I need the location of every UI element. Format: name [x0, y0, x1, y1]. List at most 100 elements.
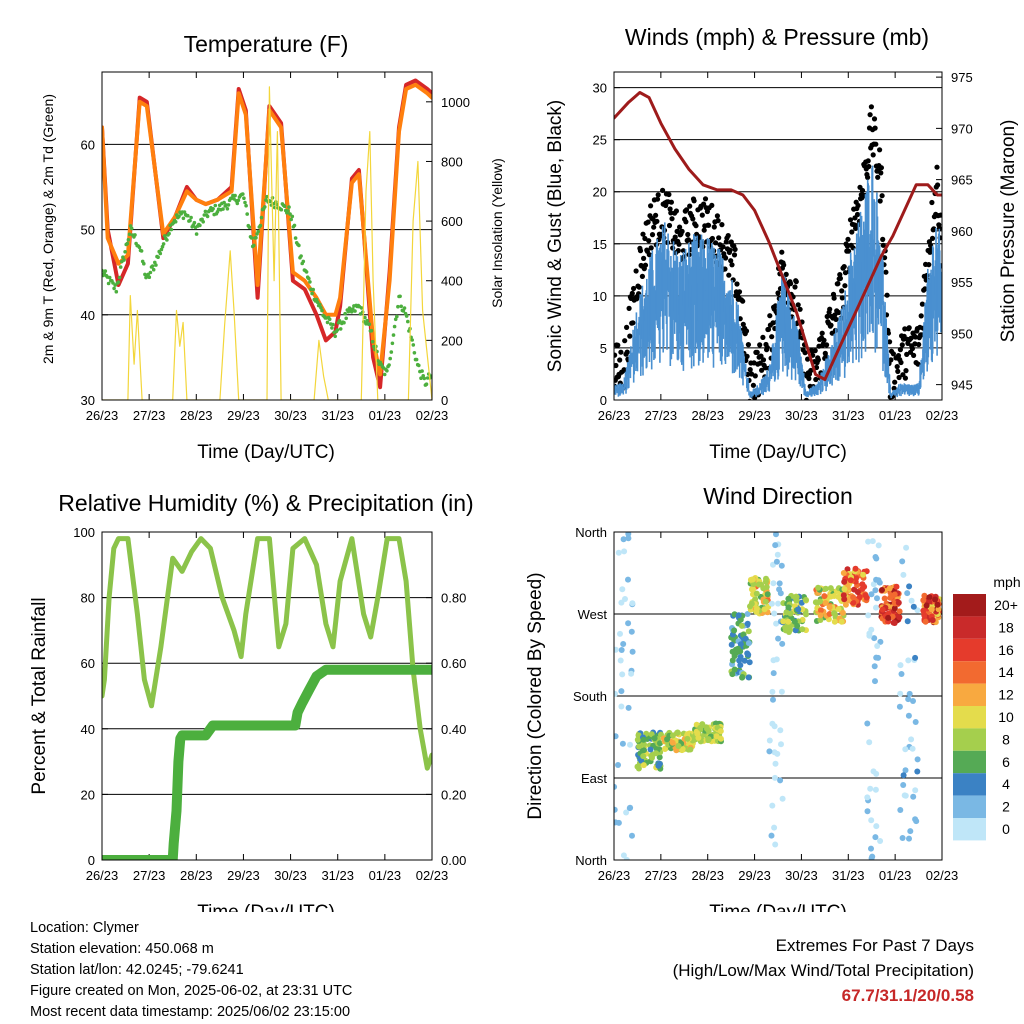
temperature-y2-label: Solar Insolation (Yellow) [489, 158, 505, 308]
gust-point [877, 147, 883, 153]
direction-point [773, 558, 780, 565]
direction-point [853, 575, 860, 582]
9m-t-line [102, 82, 432, 377]
gust-point [720, 244, 726, 250]
direction-point [935, 606, 942, 613]
direction-point [868, 845, 874, 852]
direction-point [619, 671, 626, 678]
gust-point [802, 350, 808, 356]
temperature-title: Temperature (F) [184, 31, 349, 57]
direction-point [774, 551, 781, 558]
direction-point [744, 620, 751, 627]
direction-point [664, 736, 671, 743]
gust-point [868, 104, 875, 110]
2m-td-point [346, 309, 351, 314]
2m-td-point [389, 350, 394, 354]
direction-point [778, 741, 784, 748]
gust-point [853, 225, 859, 231]
2m-td-point [335, 328, 340, 332]
direction-point [831, 593, 838, 599]
direction-point [794, 622, 801, 629]
2m-td-point [399, 304, 404, 309]
x-tick-label: 29/23 [738, 408, 771, 423]
gust-point [736, 289, 743, 295]
direction-point [838, 618, 845, 625]
direction-point [729, 671, 736, 678]
recent-data-text: Most recent data timestamp: 2025/06/02 2… [30, 1004, 351, 1020]
direction-point [770, 580, 777, 587]
direction-point [859, 585, 866, 592]
direction-point [771, 749, 778, 756]
y-tick-label: 80 [81, 591, 95, 606]
y2-tick-label: 600 [441, 214, 463, 229]
gust-point [872, 125, 878, 131]
direction-point [629, 600, 636, 607]
winds-y-label: Sonic Wind & Gust (Blue, Black) [545, 100, 566, 372]
extremes-values: 67.7/31.1/20/0.58 [841, 986, 974, 1005]
direction-point [614, 690, 618, 697]
direction-point [785, 595, 792, 602]
2m-td-point [315, 300, 320, 305]
direction-point [922, 618, 929, 625]
direction-point [640, 736, 647, 743]
2m-td-point [388, 356, 393, 361]
gust-point [723, 255, 729, 261]
direction-point [802, 596, 809, 603]
2m-td-point [211, 207, 215, 211]
gust-point [847, 217, 854, 223]
gust-point [769, 334, 775, 340]
direction-point [904, 618, 911, 625]
direction-point [770, 657, 777, 664]
gust-point [673, 208, 680, 214]
direction-point [620, 536, 627, 543]
direction-point [785, 618, 792, 625]
humidity-plot: 0 20 40 60 80 100 0.00 0.20 0.40 0.60 0.80 26/23 27/… [73, 525, 466, 883]
gust-point [832, 312, 838, 318]
gust-point [803, 397, 809, 400]
gust-point [726, 272, 732, 278]
direction-point [881, 595, 888, 602]
direction-point [912, 816, 919, 823]
direction-point [640, 753, 647, 760]
direction-y-label: Direction (Colored By Speed) [525, 572, 546, 819]
2m-td-point [125, 241, 130, 246]
direction-point [638, 757, 645, 764]
gust-point [806, 375, 812, 382]
legend-label: 18 [998, 619, 1014, 635]
direction-point [750, 586, 757, 593]
2m-td-point [147, 275, 152, 280]
direction-point [628, 670, 635, 677]
gust-point [651, 224, 657, 230]
gust-point [916, 341, 922, 348]
gust-point [683, 207, 690, 213]
gust-point [833, 316, 839, 322]
2m-td-point [391, 333, 396, 337]
direction-point [906, 690, 913, 697]
direction-point [791, 594, 798, 601]
gust-point [680, 248, 687, 254]
direction-point [769, 688, 776, 695]
legend-swatch [953, 818, 986, 841]
direction-point [772, 760, 779, 767]
direction-point [912, 719, 919, 725]
2m-td-point [181, 216, 186, 221]
x-tick-label: 02/23 [416, 408, 449, 423]
direction-point [905, 696, 912, 703]
2m-td-point [203, 209, 208, 214]
direction-point [753, 590, 760, 597]
2m-td-point [287, 205, 291, 209]
direction-point [862, 592, 869, 599]
2m-td-point [150, 264, 155, 268]
gust-point [899, 342, 905, 348]
gust-point [614, 362, 619, 369]
direction-point [899, 835, 906, 841]
2m-td-point [411, 343, 416, 347]
location-text: Location: Clymer [30, 920, 139, 936]
2m-td-point [422, 376, 427, 381]
direction-point [679, 746, 686, 752]
gust-point [699, 212, 705, 218]
direction-point [744, 611, 751, 617]
y-tick-label: 60 [81, 656, 95, 671]
2m-td-point [342, 320, 346, 325]
x-tick-label: 01/23 [369, 868, 402, 883]
